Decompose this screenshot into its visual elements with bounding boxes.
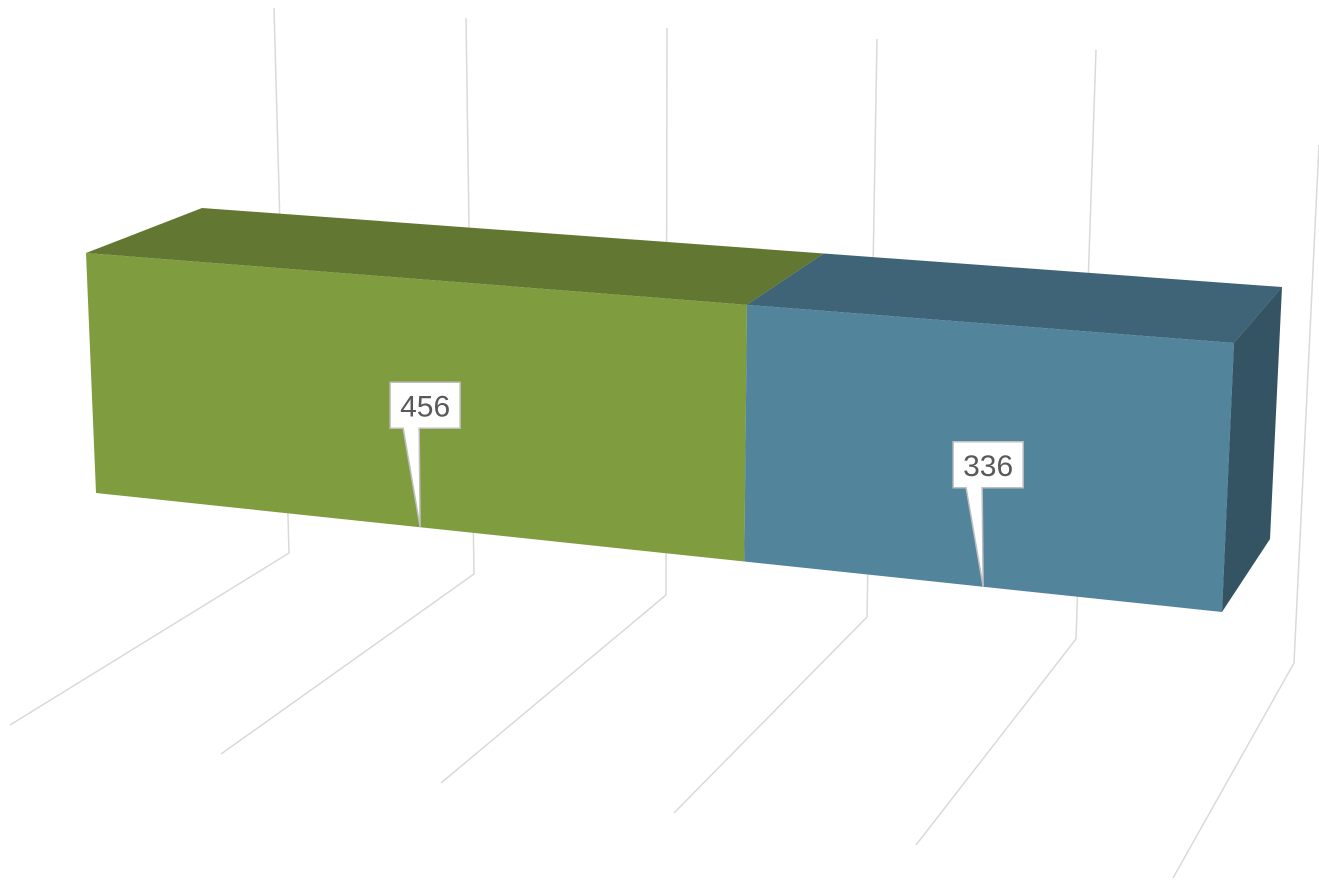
gridline-1 [9, 7, 290, 726]
data-label-callout [389, 381, 461, 528]
gridlines [9, 7, 1319, 879]
gridline-5 [915, 49, 1097, 846]
data-label-value: 336 [963, 450, 1013, 483]
bars [86, 208, 1282, 612]
bar-end-side [1222, 287, 1282, 612]
data-label-value: 456 [400, 390, 450, 423]
gridline-3 [440, 27, 668, 784]
gridline-2 [220, 17, 475, 755]
bar-segment-2-top [746, 253, 1282, 343]
data-label-callout [952, 441, 1024, 587]
data-label-1: 456 [389, 381, 461, 528]
gridline-4 [673, 38, 878, 814]
bar-segment-1-top [86, 208, 824, 305]
data-label-2: 336 [952, 441, 1024, 587]
gridline-6 [1172, 144, 1319, 879]
data-labels: 456 336 [389, 381, 1024, 587]
